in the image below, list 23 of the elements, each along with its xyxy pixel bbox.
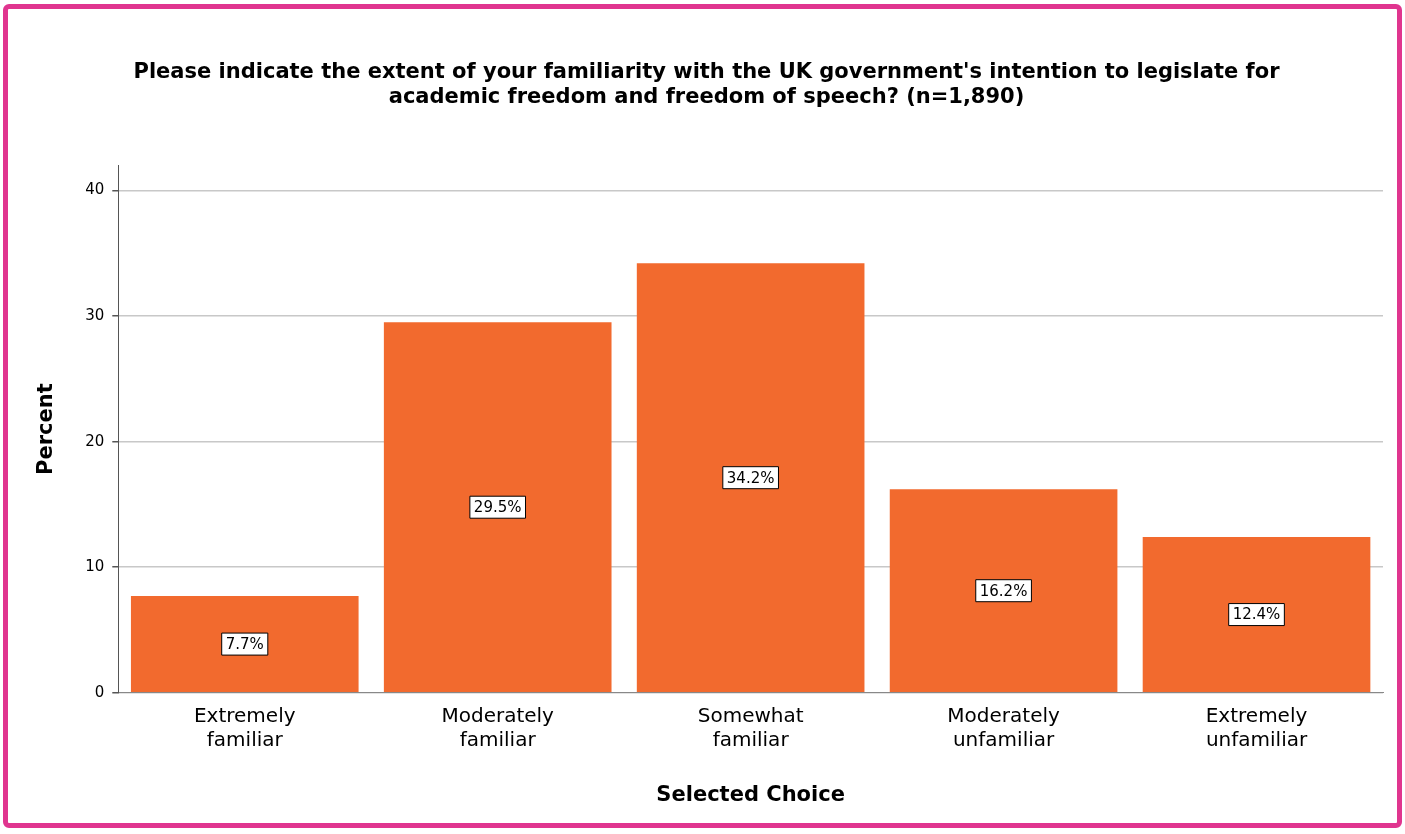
y-tick-label: 0 bbox=[94, 682, 105, 701]
bar bbox=[636, 263, 865, 693]
data-label: 29.5% bbox=[473, 498, 522, 517]
x-tick-label: Extremely familiar bbox=[193, 703, 296, 751]
chart-title: Please indicate the extent of your familiarity with the UK government's intention to legislate for academic freedom and freedom of speech? (n=1,890) bbox=[133, 59, 1281, 109]
data-label: 16.2% bbox=[979, 581, 1028, 600]
bar bbox=[383, 322, 612, 693]
bar bbox=[889, 489, 1118, 693]
x-axis-title: Selected Choice bbox=[656, 781, 845, 806]
y-tick-label: 20 bbox=[85, 431, 105, 450]
x-tick-label: Moderately familiar bbox=[441, 703, 555, 751]
data-label: 7.7% bbox=[225, 634, 264, 653]
x-tick-label: Moderately unfamiliar bbox=[947, 703, 1060, 751]
y-tick-label: 30 bbox=[85, 305, 105, 324]
data-label: 34.2% bbox=[726, 468, 775, 487]
data-label: 12.4% bbox=[1232, 605, 1281, 624]
y-axis-title: Percent bbox=[33, 383, 58, 475]
x-tick-label: Extremely unfamiliar bbox=[1205, 703, 1308, 751]
x-tick-label: Somewhat familiar bbox=[697, 703, 804, 751]
bar bbox=[130, 596, 359, 693]
y-tick-label: 40 bbox=[85, 180, 105, 199]
bar bbox=[1142, 537, 1371, 693]
y-tick-label: 10 bbox=[85, 557, 105, 576]
